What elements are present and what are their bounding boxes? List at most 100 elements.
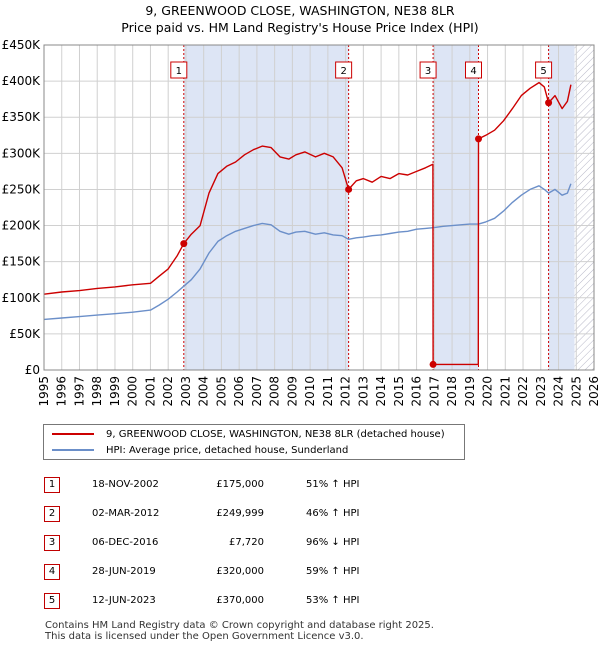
x-tick-label: 2000	[126, 376, 140, 407]
sale-point	[545, 99, 553, 107]
plot-frame	[43, 44, 595, 371]
x-tick-label: 2007	[250, 376, 264, 407]
x-tick-label: 2014	[374, 376, 388, 407]
ownership-shade	[183, 45, 349, 370]
x-tick-label: 2013	[356, 376, 370, 407]
sale-hpi-change: 59% ↑ HPI	[306, 566, 360, 577]
sale-label-text: 5	[540, 66, 546, 77]
x-tick-label: 2019	[463, 376, 477, 407]
x-tick-label: 2024	[552, 376, 566, 407]
chart-title: 9, GREENWOOD CLOSE, WASHINGTON, NE38 8LR…	[0, 2, 600, 36]
sale-point	[345, 185, 353, 193]
sale-label-text: 2	[340, 66, 346, 77]
x-tick-label: 2004	[197, 376, 211, 407]
sale-row: 4 28-JUN-2019 £320,000 59% ↑ HPI	[44, 561, 464, 583]
sale-date: 28-JUN-2019	[92, 566, 156, 577]
sale-number-badge: 1	[44, 477, 60, 493]
x-tick-label: 2015	[392, 376, 406, 407]
x-tick-label: 2022	[516, 376, 530, 407]
sale-hpi-change: 46% ↑ HPI	[306, 508, 360, 519]
sale-label-box	[535, 61, 553, 79]
chart-title-line1: 9, GREENWOOD CLOSE, WASHINGTON, NE38 8LR	[145, 3, 455, 18]
x-tick-label: 2001	[143, 376, 157, 407]
footer-attribution: Contains HM Land Registry data © Crown c…	[45, 620, 434, 642]
x-tick-label: 2002	[161, 376, 175, 407]
y-tick-label: £100K	[2, 291, 42, 305]
sale-label-box	[170, 61, 188, 79]
x-tick-label: 1997	[72, 376, 86, 407]
y-tick-label: £0	[25, 363, 40, 377]
y-tick-label: £50K	[9, 327, 41, 341]
x-tick-label: 2020	[481, 376, 495, 407]
x-tick-label: 2006	[232, 376, 246, 407]
sale-date: 12-JUN-2023	[92, 595, 156, 606]
x-tick-label: 2017	[427, 376, 441, 407]
x-tick-label: 2005	[214, 376, 228, 407]
sale-point	[429, 360, 437, 368]
sale-number-badge: 3	[44, 535, 60, 551]
sale-hpi-change: 53% ↑ HPI	[306, 595, 360, 606]
sale-number-badge: 4	[44, 564, 60, 580]
ownership-shade	[433, 45, 479, 370]
sale-date: 18-NOV-2002	[92, 479, 159, 490]
property-price-line	[43, 81, 572, 366]
x-tick-label: 2023	[534, 376, 548, 407]
legend-label-hpi: HPI: Average price, detached house, Sund…	[106, 445, 349, 456]
sale-point	[475, 135, 482, 143]
ownership-shade	[548, 45, 575, 370]
legend-item-property: 9, GREENWOOD CLOSE, WASHINGTON, NE38 8LR…	[52, 428, 445, 442]
sale-hpi-change: 96% ↓ HPI	[306, 537, 360, 548]
sale-label-text: 1	[176, 66, 182, 77]
y-tick-label: £350K	[2, 110, 42, 124]
sale-date: 02-MAR-2012	[92, 508, 160, 519]
x-tick-label: 2008	[268, 376, 282, 407]
x-tick-label: 2021	[498, 376, 512, 407]
x-tick-label: 2012	[339, 376, 353, 407]
sale-point	[180, 240, 188, 248]
footer-line2: This data is licensed under the Open Gov…	[45, 631, 364, 642]
x-tick-label: 2010	[303, 376, 317, 407]
sale-row: 1 18-NOV-2002 £175,000 51% ↑ HPI	[44, 474, 464, 496]
legend-label-property: 9, GREENWOOD CLOSE, WASHINGTON, NE38 8LR…	[106, 429, 445, 440]
legend-item-hpi: HPI: Average price, detached house, Sund…	[52, 444, 348, 458]
x-tick-label: 1995	[37, 376, 51, 407]
sale-date: 06-DEC-2016	[92, 537, 159, 548]
footer-line1: Contains HM Land Registry data © Crown c…	[45, 620, 434, 631]
x-tick-label: 1996	[55, 376, 69, 407]
chart-plot: 1 2 3 4 5 £0 £50K £100K £150K £200K £250K £300K £35…	[2, 38, 600, 407]
x-tick-label: 2009	[285, 376, 299, 407]
x-tick-label: 2003	[179, 376, 193, 407]
y-tick-label: £450K	[2, 38, 42, 52]
sale-price: £249,999	[216, 508, 264, 519]
sale-label-box	[419, 61, 437, 79]
y-tick-label: £200K	[2, 219, 42, 233]
sale-label-text: 3	[425, 66, 431, 77]
y-tick-label: £400K	[2, 74, 42, 88]
sale-number-badge: 5	[44, 593, 60, 609]
sale-label-text: 4	[470, 66, 476, 77]
sale-price: £370,000	[216, 595, 264, 606]
sale-row: 5 12-JUN-2023 £370,000 53% ↑ HPI	[44, 590, 464, 612]
future-hatch	[574, 45, 594, 370]
sale-label-box	[465, 61, 482, 79]
sale-price: £7,720	[229, 537, 264, 548]
chart-title-line2: Price paid vs. HM Land Registry's House …	[121, 20, 479, 35]
x-tick-label: 2026	[587, 376, 600, 407]
legend: 9, GREENWOOD CLOSE, WASHINGTON, NE38 8LR…	[43, 424, 465, 460]
y-tick-label: £300K	[2, 146, 42, 160]
x-tick-label: 2025	[569, 376, 583, 407]
x-tick-label: 2011	[321, 376, 335, 407]
y-tick-label: £150K	[2, 255, 42, 269]
legend-swatch-property	[52, 433, 94, 435]
sale-row: 2 02-MAR-2012 £249,999 46% ↑ HPI	[44, 503, 464, 525]
x-tick-label: 1999	[108, 376, 122, 407]
legend-swatch-hpi	[52, 449, 94, 451]
x-tick-label: 2018	[445, 376, 459, 407]
sale-price: £320,000	[216, 566, 264, 577]
hpi-line	[43, 183, 572, 321]
sale-row: 3 06-DEC-2016 £7,720 96% ↓ HPI	[44, 532, 464, 554]
x-tick-label: 2016	[410, 376, 424, 407]
sale-label-box	[335, 61, 353, 79]
y-tick-label: £250K	[2, 182, 42, 196]
sale-number-badge: 2	[44, 506, 60, 522]
